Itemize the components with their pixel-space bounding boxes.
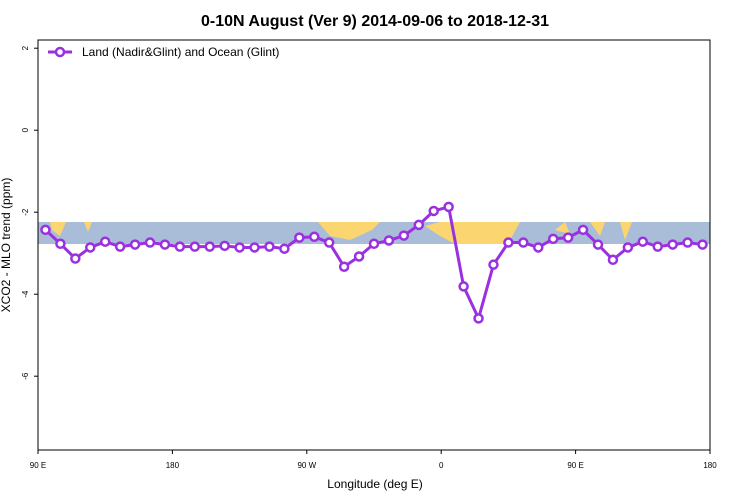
data-point — [114, 241, 126, 252]
data-point — [55, 238, 66, 250]
data-point — [40, 224, 51, 236]
data-point — [458, 281, 469, 292]
data-point — [264, 241, 275, 252]
data-point — [249, 242, 260, 253]
x-tick-label: 180 — [703, 461, 717, 470]
data-point — [383, 235, 395, 246]
y-axis-label: XCO2 - MLO trend (ppm) — [0, 178, 13, 313]
data-point — [413, 219, 425, 231]
data-point — [323, 237, 335, 248]
data-point — [562, 232, 574, 243]
data-point — [697, 239, 708, 250]
y-tick-label: 2 — [21, 45, 30, 50]
data-point — [682, 237, 693, 248]
x-tick-label: 90 E — [567, 461, 583, 470]
data-point — [443, 201, 454, 213]
data-point — [488, 259, 499, 270]
plot-frame — [37, 39, 711, 451]
data-point — [428, 205, 439, 217]
data-point — [503, 237, 514, 248]
data-point — [204, 241, 215, 252]
legend-marker — [54, 46, 66, 58]
y-tick-label: -6 — [21, 372, 30, 380]
x-axis-label: Longitude (deg E) — [327, 477, 422, 491]
data-point — [473, 313, 484, 324]
data-point — [547, 233, 559, 245]
data-point — [518, 237, 529, 248]
data-point — [667, 239, 678, 250]
map-strip — [38, 222, 710, 244]
data-point — [189, 241, 201, 252]
data-point — [309, 231, 320, 243]
x-tick-label: 180 — [166, 461, 180, 470]
y-tick-label: -4 — [21, 290, 30, 298]
ocean-strip — [38, 222, 710, 244]
data-point — [338, 261, 350, 272]
data-point — [234, 242, 245, 253]
data-point — [353, 251, 365, 262]
y-tick-label: 0 — [21, 127, 30, 132]
data-point — [368, 238, 380, 250]
data-point — [85, 242, 96, 253]
data-point — [592, 239, 604, 250]
data-point — [174, 241, 186, 252]
data-point — [159, 239, 171, 250]
x-tick-label: 0 — [439, 461, 444, 470]
data-point — [622, 242, 634, 253]
data-point — [99, 236, 111, 247]
chart-title: 0-10N August (Ver 9) 2014-09-06 to 2018-… — [201, 13, 549, 30]
y-tick-label: -2 — [21, 208, 30, 216]
data-point — [577, 224, 589, 236]
data-point — [533, 242, 544, 253]
legend-label: Land (Nadir&Glint) and Ocean (Glint) — [82, 45, 279, 59]
data-point — [294, 232, 305, 243]
x-tick-label: 90 E — [30, 461, 46, 470]
data-point — [279, 243, 290, 254]
x-tick-label: 90 W — [297, 461, 316, 470]
data-point — [398, 230, 410, 241]
data-point — [637, 236, 649, 247]
data-point — [144, 237, 156, 248]
data-point — [607, 254, 619, 266]
data-point — [652, 241, 663, 252]
data-point — [219, 240, 230, 252]
land-shapes — [50, 222, 632, 244]
data-point — [70, 253, 81, 264]
data-point — [129, 239, 141, 250]
